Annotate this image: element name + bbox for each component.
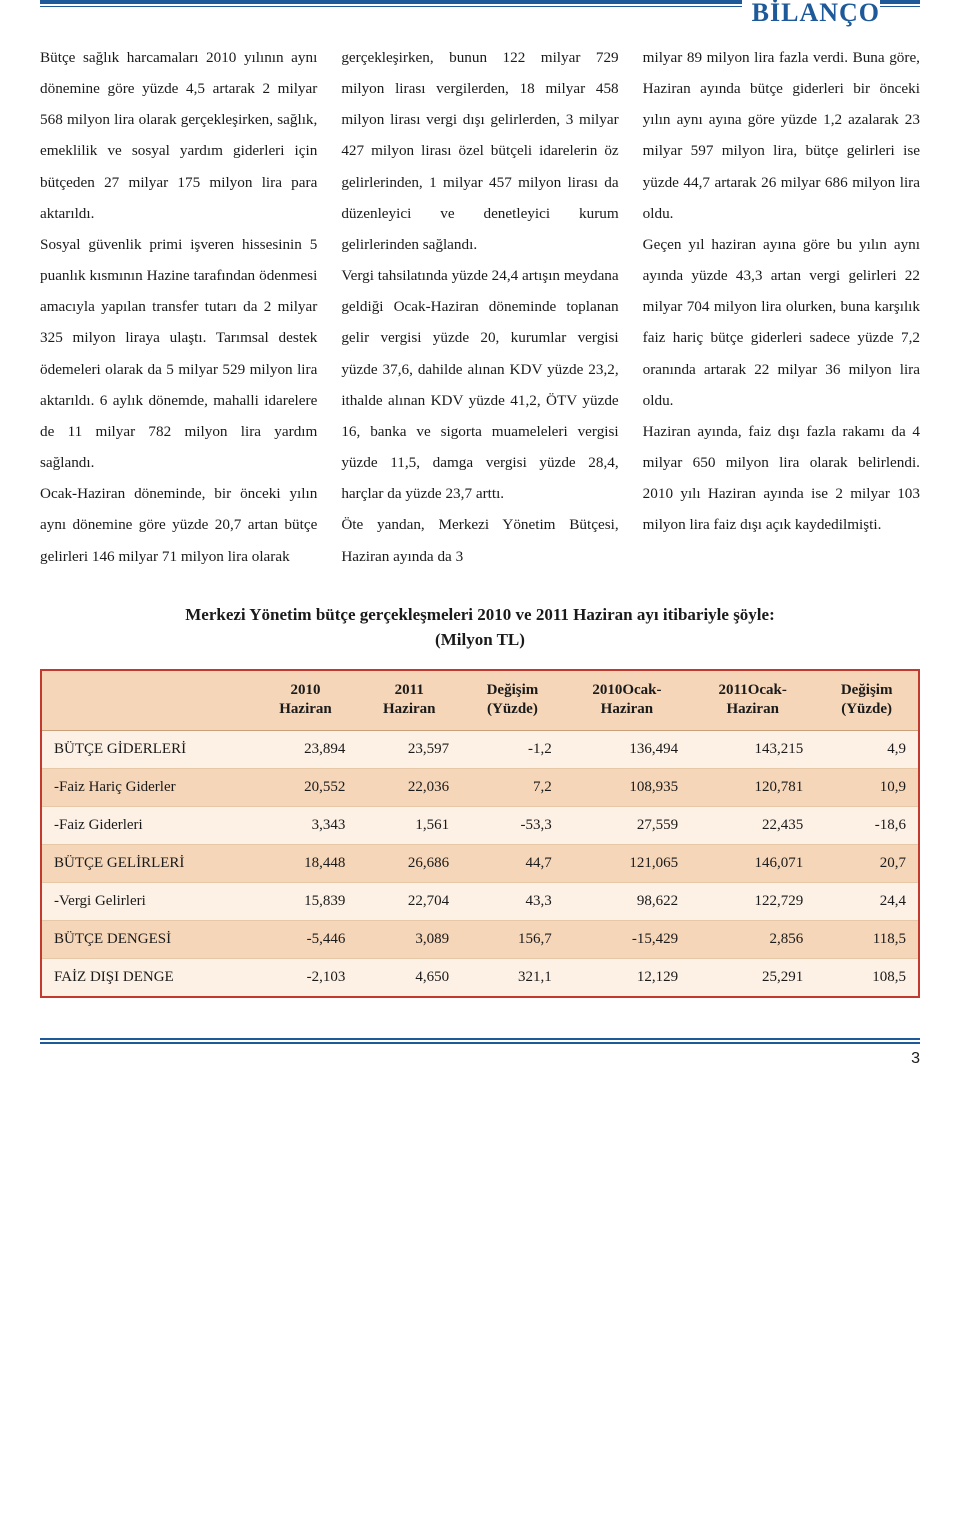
table-caption-line2: (Milyon TL) <box>435 630 525 649</box>
table-row: BÜTÇE GELİRLERİ 18,448 26,686 44,7 121,0… <box>42 844 918 882</box>
cell: -1,2 <box>461 730 564 768</box>
cell: 22,435 <box>690 806 815 844</box>
cell: 121,065 <box>564 844 690 882</box>
table-row: -Faiz Giderleri 3,343 1,561 -53,3 27,559… <box>42 806 918 844</box>
cell: 43,3 <box>461 882 564 920</box>
header: BİLANÇO <box>40 0 920 18</box>
cell: -53,3 <box>461 806 564 844</box>
table-caption: Merkezi Yönetim bütçe gerçekleşmeleri 20… <box>40 602 920 653</box>
cell: -15,429 <box>564 920 690 958</box>
cell: 22,704 <box>357 882 461 920</box>
cell: FAİZ DIŞI DENGE <box>42 958 254 996</box>
cell: 321,1 <box>461 958 564 996</box>
article-col3: milyar 89 milyon lira fazla verdi. Buna … <box>643 42 920 541</box>
table-body: BÜTÇE GİDERLERİ 23,894 23,597 -1,2 136,4… <box>42 730 918 996</box>
cell: 108,5 <box>815 958 918 996</box>
cell: 143,215 <box>690 730 815 768</box>
cell: -Vergi Gelirleri <box>42 882 254 920</box>
cell: 4,650 <box>357 958 461 996</box>
cell: 23,597 <box>357 730 461 768</box>
cell: 120,781 <box>690 768 815 806</box>
col-header: 2011Haziran <box>357 671 461 731</box>
budget-table: 2010Haziran 2011Haziran Değişim(Yüzde) 2… <box>42 671 918 996</box>
cell: -Faiz Giderleri <box>42 806 254 844</box>
cell: 1,561 <box>357 806 461 844</box>
article-col1: Bütçe sağlık harcamaları 2010 yılının ay… <box>40 42 317 572</box>
cell: 3,343 <box>254 806 358 844</box>
cell: BÜTÇE GİDERLERİ <box>42 730 254 768</box>
table-row: -Vergi Gelirleri 15,839 22,704 43,3 98,6… <box>42 882 918 920</box>
cell: 98,622 <box>564 882 690 920</box>
cell: 25,291 <box>690 958 815 996</box>
cell: 22,036 <box>357 768 461 806</box>
cell: 7,2 <box>461 768 564 806</box>
article-col2: gerçekleşirken, bunun 122 milyar 729 mil… <box>341 42 618 572</box>
cell: 146,071 <box>690 844 815 882</box>
cell: 24,4 <box>815 882 918 920</box>
col-header-blank <box>42 671 254 731</box>
page-number: 3 <box>911 1050 920 1067</box>
table-row: BÜTÇE GİDERLERİ 23,894 23,597 -1,2 136,4… <box>42 730 918 768</box>
col-header: 2011Ocak-Haziran <box>690 671 815 731</box>
cell: -5,446 <box>254 920 358 958</box>
cell: 10,9 <box>815 768 918 806</box>
table-row: BÜTÇE DENGESİ -5,446 3,089 156,7 -15,429… <box>42 920 918 958</box>
cell: 27,559 <box>564 806 690 844</box>
table-row: -Faiz Hariç Giderler 20,552 22,036 7,2 1… <box>42 768 918 806</box>
cell: 136,494 <box>564 730 690 768</box>
cell: 44,7 <box>461 844 564 882</box>
cell: 26,686 <box>357 844 461 882</box>
col-header: 2010Haziran <box>254 671 358 731</box>
cell: -2,103 <box>254 958 358 996</box>
table-container: 2010Haziran 2011Haziran Değişim(Yüzde) 2… <box>40 669 920 998</box>
cell: -Faiz Hariç Giderler <box>42 768 254 806</box>
section-title: BİLANÇO <box>742 0 880 26</box>
cell: 12,129 <box>564 958 690 996</box>
cell: 108,935 <box>564 768 690 806</box>
table-row: FAİZ DIŞI DENGE -2,103 4,650 321,1 12,12… <box>42 958 918 996</box>
col-header: Değişim(Yüzde) <box>461 671 564 731</box>
cell: 3,089 <box>357 920 461 958</box>
cell: 122,729 <box>690 882 815 920</box>
table-header-row: 2010Haziran 2011Haziran Değişim(Yüzde) 2… <box>42 671 918 731</box>
cell: BÜTÇE DENGESİ <box>42 920 254 958</box>
cell: 23,894 <box>254 730 358 768</box>
cell: 156,7 <box>461 920 564 958</box>
cell: -18,6 <box>815 806 918 844</box>
table-caption-line1: Merkezi Yönetim bütçe gerçekleşmeleri 20… <box>185 605 775 624</box>
cell: 2,856 <box>690 920 815 958</box>
page: BİLANÇO Bütçe sağlık harcamaları 2010 yı… <box>0 0 960 1098</box>
page-footer: 3 <box>40 1038 920 1068</box>
cell: 20,7 <box>815 844 918 882</box>
cell: 118,5 <box>815 920 918 958</box>
cell: 4,9 <box>815 730 918 768</box>
cell: 18,448 <box>254 844 358 882</box>
col-header: Değişim(Yüzde) <box>815 671 918 731</box>
article-body: Bütçe sağlık harcamaları 2010 yılının ay… <box>40 42 920 572</box>
cell: 15,839 <box>254 882 358 920</box>
cell: 20,552 <box>254 768 358 806</box>
cell: BÜTÇE GELİRLERİ <box>42 844 254 882</box>
col-header: 2010Ocak-Haziran <box>564 671 690 731</box>
